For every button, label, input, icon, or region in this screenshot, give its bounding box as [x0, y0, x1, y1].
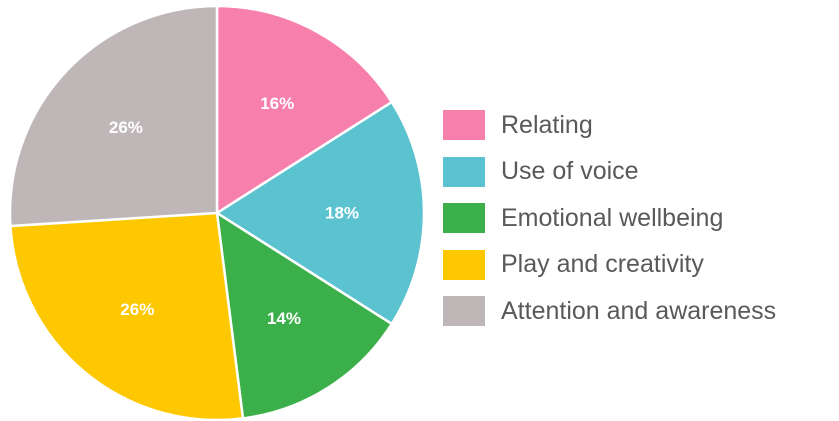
legend-swatch [443, 296, 485, 327]
slice-label-use-of-voice: 18% [325, 204, 359, 223]
slice-label-play-and-creativity: 26% [120, 300, 154, 319]
legend-swatch [443, 156, 485, 187]
legend-label: Use of voice [501, 157, 639, 186]
legend-item-use-of-voice: Use of voice [443, 149, 776, 196]
legend-item-attention-and-awareness: Attention and awareness [443, 288, 776, 335]
legend-item-emotional-wellbeing: Emotional wellbeing [443, 195, 776, 242]
slice-label-relating: 16% [260, 94, 294, 113]
legend-label: Attention and awareness [501, 296, 777, 325]
legend-label: Emotional wellbeing [501, 203, 724, 232]
legend-swatch [443, 203, 485, 234]
pie-slice-labels: 16% 18% 14% 26% 26% [109, 94, 359, 328]
legend-label: Relating [501, 110, 593, 139]
legend-item-play-and-creativity: Play and creativity [443, 242, 776, 289]
legend-label: Play and creativity [501, 250, 704, 279]
pie-slice-attention-and-awareness [8, 4, 219, 228]
pie-slices [8, 4, 426, 421]
legend-item-relating: Relating [443, 102, 776, 149]
legend-swatch [443, 249, 485, 280]
pie-slice-play-and-creativity [9, 211, 245, 421]
slice-label-attention-and-awareness: 26% [109, 118, 143, 137]
legend-swatch [443, 110, 485, 141]
pie-slice-relating [215, 4, 394, 216]
chart-legend: Relating Use of voice Emotional wellbeing P… [443, 102, 776, 335]
slice-label-emotional-wellbeing: 14% [267, 309, 301, 328]
pie-slice-use-of-voice [214, 100, 426, 326]
pie-slice-emotional-wellbeing [215, 210, 394, 420]
